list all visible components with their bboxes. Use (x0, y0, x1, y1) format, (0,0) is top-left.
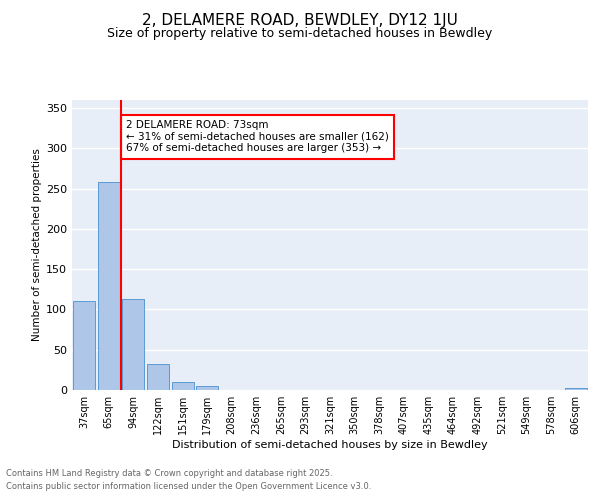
Bar (122, 299, 145, 390)
Bar (73, 302, 95, 390)
Text: Contains HM Land Registry data © Crown copyright and database right 2025.: Contains HM Land Registry data © Crown c… (6, 468, 332, 477)
Y-axis label: Number of semi-detached properties: Number of semi-detached properties (32, 148, 42, 342)
Bar (147, 364, 169, 390)
Text: 2 DELAMERE ROAD: 73sqm
← 31% of semi-detached houses are smaller (162)
67% of se: 2 DELAMERE ROAD: 73sqm ← 31% of semi-det… (126, 120, 389, 154)
Bar (172, 382, 194, 390)
Bar (196, 386, 218, 390)
Text: Size of property relative to semi-detached houses in Bewdley: Size of property relative to semi-detach… (107, 28, 493, 40)
X-axis label: Distribution of semi-detached houses by size in Bewdley: Distribution of semi-detached houses by … (172, 440, 488, 450)
Bar (565, 388, 587, 390)
Text: 2, DELAMERE ROAD, BEWDLEY, DY12 1JU: 2, DELAMERE ROAD, BEWDLEY, DY12 1JU (142, 12, 458, 28)
Bar (98, 182, 120, 390)
Text: Contains public sector information licensed under the Open Government Licence v3: Contains public sector information licen… (6, 482, 371, 491)
